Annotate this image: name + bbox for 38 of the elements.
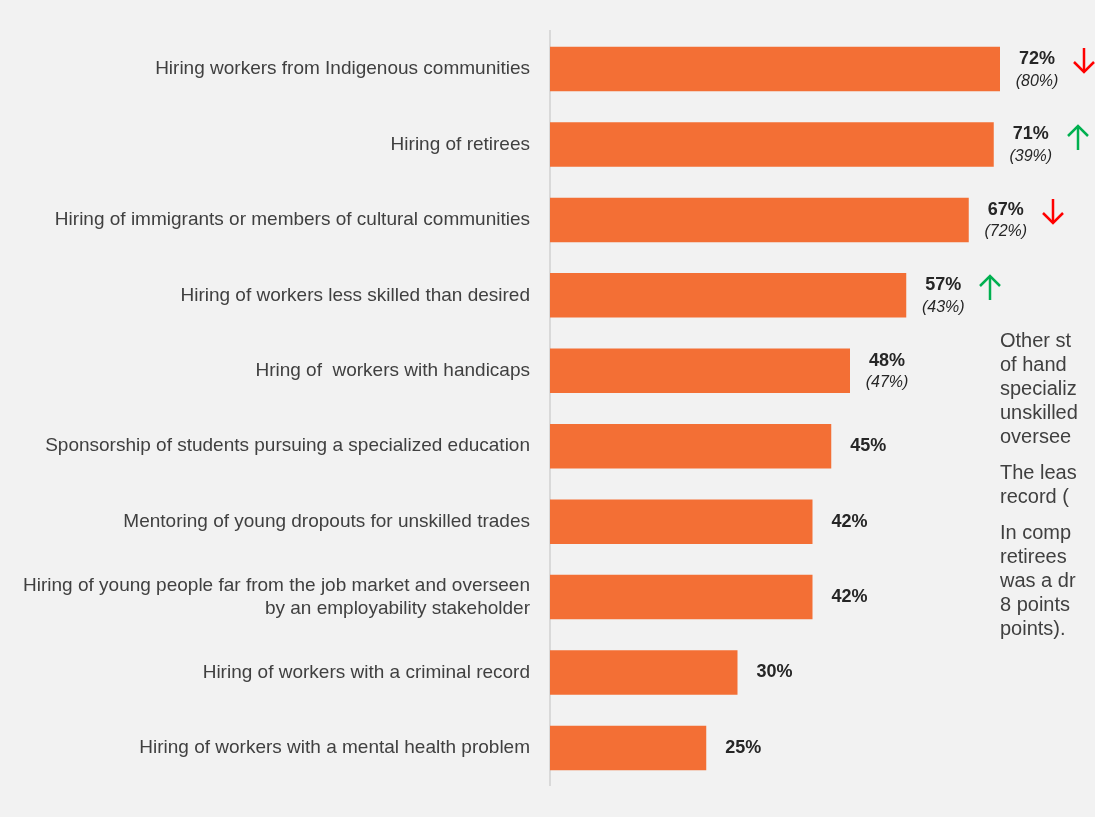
bar — [550, 574, 813, 620]
y-tick-label: Hiring of immigrants or members of cultural communities — [54, 208, 530, 230]
bar — [550, 499, 813, 544]
annotation: (43%) — [921, 297, 965, 315]
y-tick-label: Hiring workers from Indigenous communities — [155, 57, 530, 79]
annotation: The leas record ( — [1000, 460, 1078, 508]
data-label: 67% — [987, 198, 1024, 219]
y-tick-label: Hiring of young people far from the job market and overseen by an employability stakeholder — [23, 573, 531, 618]
y-tick-label: Mentoring of young dropouts for unskilled trades — [123, 509, 530, 531]
data-label: 30% — [756, 661, 793, 682]
data-label: 42% — [831, 510, 868, 531]
y-tick-label: Hring of workers with handicaps — [255, 359, 530, 381]
y-tick-label: Hiring of workers with a criminal record — [202, 660, 530, 682]
bar — [550, 650, 738, 695]
data-label: 72% — [1018, 48, 1056, 69]
bar — [550, 197, 969, 243]
data-label: 48% — [868, 349, 906, 370]
annotation: (72%) — [984, 222, 1028, 240]
data-label: 71% — [1012, 123, 1049, 144]
y-tick-label: Sponsorship of students pursuing a specialized education — [45, 434, 530, 456]
data-label: 45% — [850, 435, 887, 456]
y-tick-label: Hiring of workers less skilled than desired — [180, 283, 530, 305]
annotation: (80%) — [1015, 71, 1059, 89]
data-label: 42% — [831, 586, 868, 607]
y-tick-label: Hiring of workers with a mental health problem — [139, 736, 530, 758]
bar — [550, 725, 707, 771]
data-label: 25% — [725, 736, 762, 757]
bar — [550, 46, 1000, 92]
bar — [550, 273, 907, 318]
bar — [550, 348, 850, 394]
data-label: 57% — [925, 274, 962, 295]
bar — [550, 122, 994, 167]
annotation: Other st of hand specializ unskilled oversee — [1000, 328, 1078, 448]
annotation: (47%) — [865, 373, 909, 391]
y-tick-label: Hiring of retirees — [390, 132, 530, 154]
annotation: (39%) — [1009, 146, 1053, 164]
bar — [550, 423, 832, 469]
annotation: In comp retirees was a dr 8 points points). — [1000, 520, 1077, 640]
